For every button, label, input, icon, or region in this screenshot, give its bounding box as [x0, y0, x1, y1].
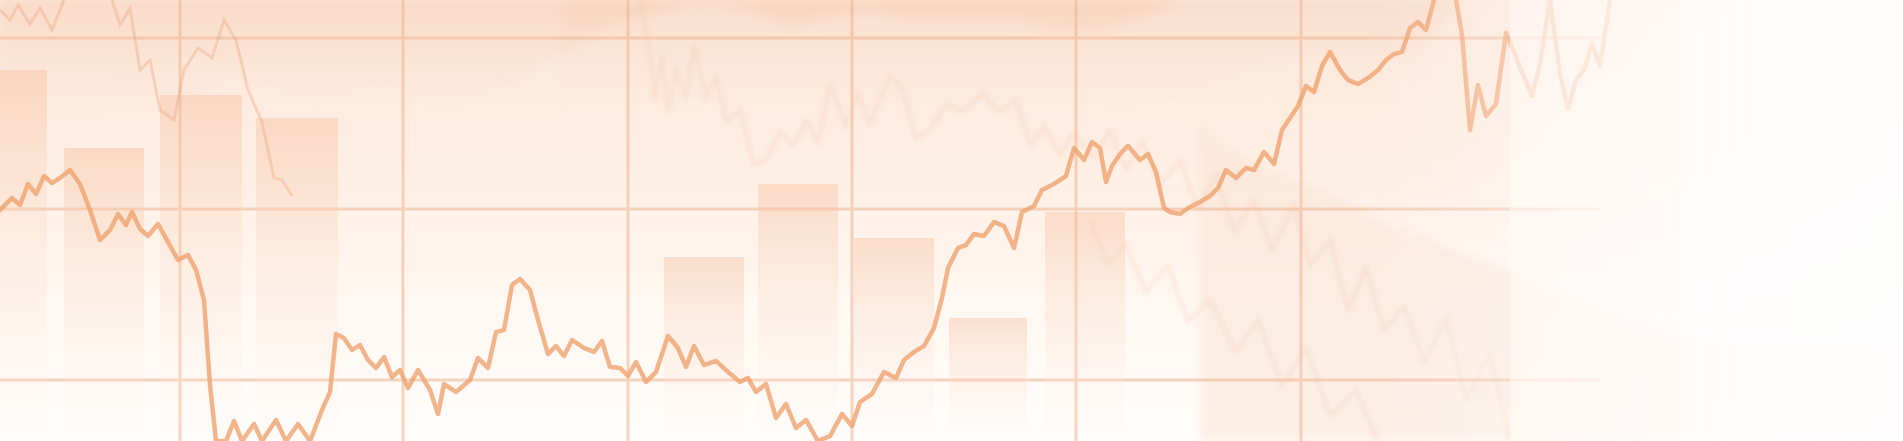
faded-bar-9 — [1045, 212, 1125, 441]
faded-bar-3 — [160, 95, 242, 441]
mirrored-haze-lines — [638, 0, 1512, 441]
background-bars — [0, 70, 1125, 441]
right-soft-fade — [1510, 0, 1903, 441]
faded-bar-8 — [949, 318, 1027, 441]
faded-bar-1 — [0, 70, 47, 441]
faded-bar-7 — [854, 238, 934, 441]
faded-bar-2 — [64, 148, 144, 441]
faded-bar-4 — [256, 118, 338, 441]
top-left-line-fragment — [0, 0, 294, 197]
